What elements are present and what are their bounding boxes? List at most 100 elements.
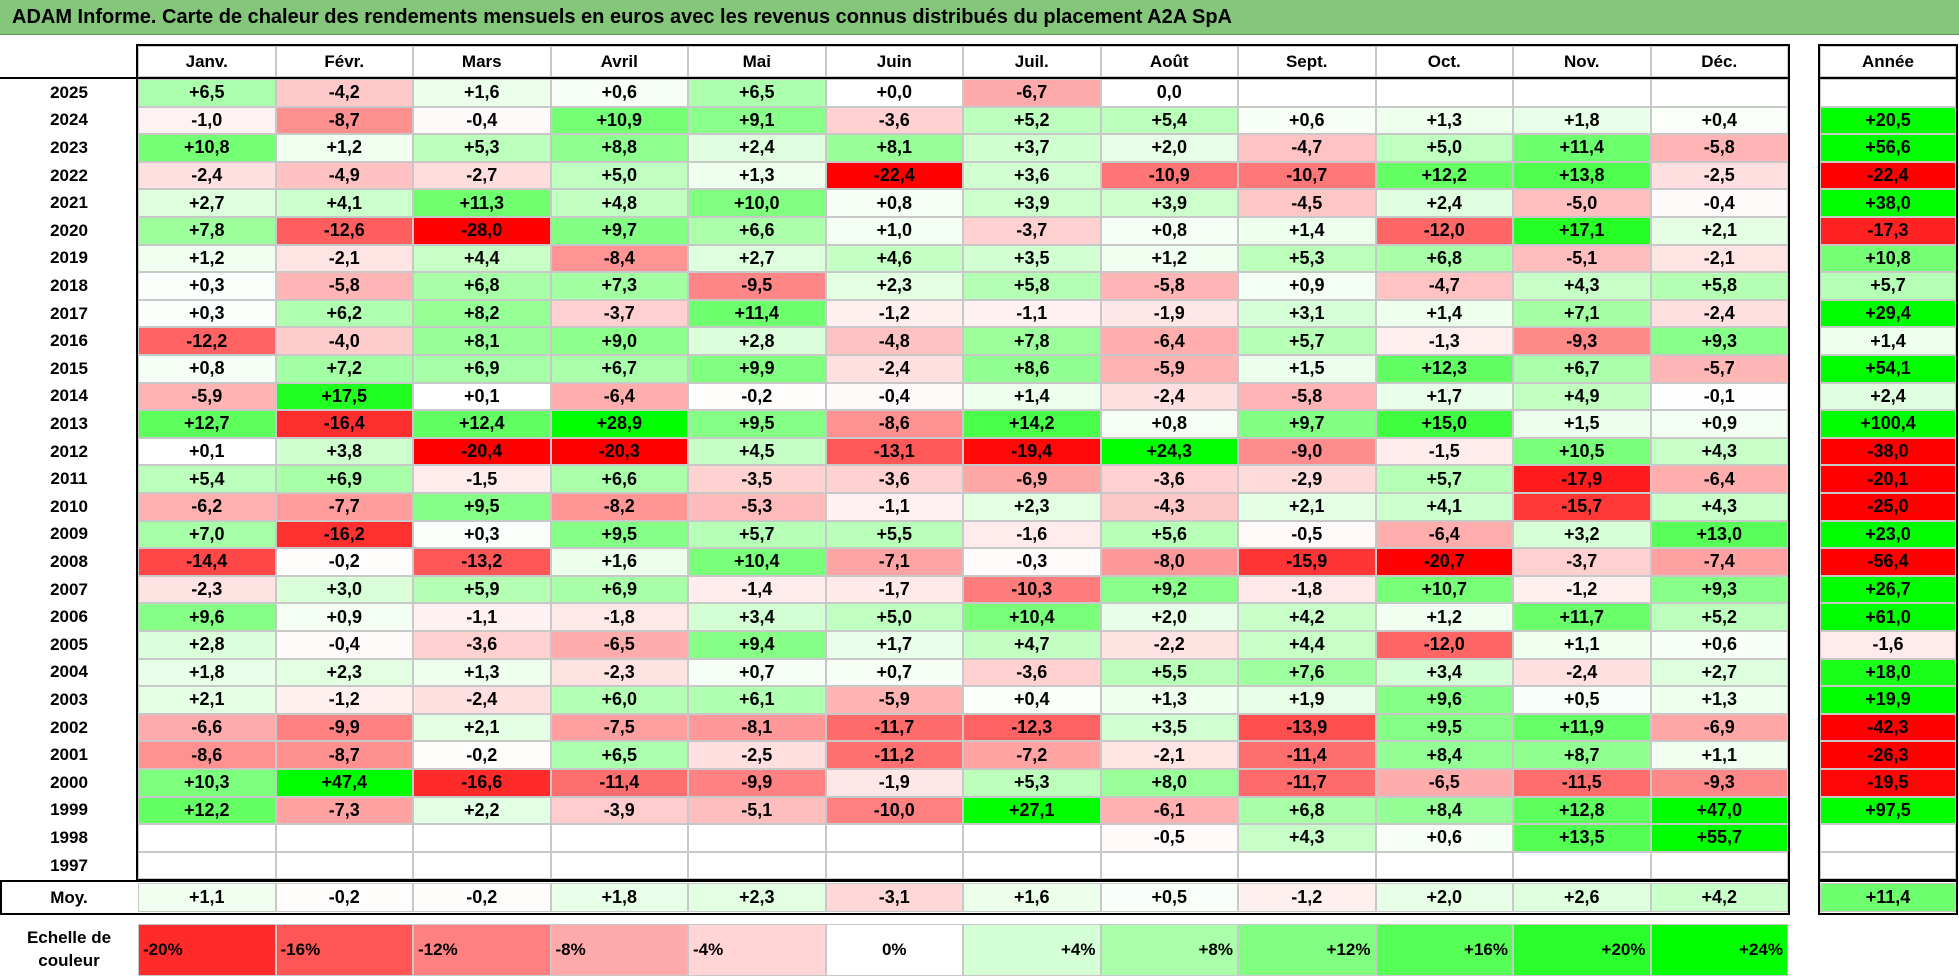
heatmap-cell: -3,7 bbox=[1513, 548, 1651, 576]
heatmap-cell: -6,2 bbox=[138, 493, 276, 521]
annual-cell bbox=[1820, 824, 1956, 852]
heatmap-cell: +10,3 bbox=[138, 769, 276, 797]
heatmap-cell: +10,4 bbox=[963, 603, 1101, 631]
year-label: 2018 bbox=[50, 275, 88, 295]
heatmap-cell: +1,3 bbox=[1375, 106, 1513, 135]
heatmap-cell: +8,8 bbox=[550, 134, 688, 162]
heatmap-cell: -5,9 bbox=[825, 686, 963, 714]
heatmap-cell: +9,0 bbox=[550, 327, 688, 355]
heatmap-cell: +6,9 bbox=[275, 465, 413, 493]
heatmap-cell: +0,5 bbox=[1513, 686, 1651, 714]
year-label: 2010 bbox=[50, 496, 88, 516]
annual-cell: -1,6 bbox=[1820, 631, 1956, 659]
heatmap-cell: +0,6 bbox=[550, 79, 688, 107]
heatmap-cell bbox=[550, 824, 688, 852]
heatmap-cell: +4,7 bbox=[963, 631, 1101, 659]
title-bar: ADAM Informe. Carte de chaleur des rende… bbox=[0, 0, 1959, 35]
annual-cell: +56,6 bbox=[1820, 134, 1956, 162]
heatmap-cell: +10,9 bbox=[550, 106, 688, 135]
heatmap-cell: -0,2 bbox=[688, 382, 826, 411]
annual-cell: -25,0 bbox=[1820, 493, 1956, 521]
year-label: 2015 bbox=[50, 358, 88, 378]
heatmap-cell: -22,4 bbox=[825, 161, 963, 190]
heatmap-cell bbox=[1513, 79, 1651, 107]
heatmap-cell: +9,5 bbox=[1375, 713, 1513, 742]
heatmap-cell: -9,9 bbox=[688, 769, 826, 797]
annual-cell: +18,0 bbox=[1820, 658, 1956, 687]
heatmap-cell: +3,1 bbox=[1238, 299, 1376, 328]
heatmap-cell: -11,2 bbox=[825, 741, 963, 769]
heatmap-cell: -12,6 bbox=[275, 217, 413, 245]
heatmap-cell: +3,4 bbox=[1375, 658, 1513, 687]
heatmap-cell: +9,1 bbox=[688, 106, 826, 135]
heatmap-cell: -3,5 bbox=[688, 465, 826, 493]
heatmap-cell: +4,9 bbox=[1513, 382, 1651, 411]
year-label: 2016 bbox=[50, 331, 88, 351]
heatmap-cell: -5,9 bbox=[1100, 355, 1238, 383]
heatmap-cell: -11,7 bbox=[1238, 769, 1376, 797]
month-header: Avril bbox=[550, 46, 688, 77]
heatmap-cell: +11,9 bbox=[1513, 713, 1651, 742]
heatmap-cell: +0,9 bbox=[1238, 272, 1376, 300]
heatmap-cell: +2,7 bbox=[138, 189, 276, 217]
heatmap-cell: +24,3 bbox=[1100, 437, 1238, 466]
heatmap-cell: +0,3 bbox=[138, 272, 276, 300]
scale-swatch: +4% bbox=[963, 924, 1101, 976]
heatmap-cell: +1,2 bbox=[138, 244, 276, 273]
heatmap-cell: -4,7 bbox=[1375, 272, 1513, 300]
year-label: 2007 bbox=[50, 579, 88, 599]
heatmap-cell: +6,5 bbox=[550, 741, 688, 769]
heatmap-cell: +47,0 bbox=[1650, 796, 1788, 825]
annual-cell: +2,4 bbox=[1820, 382, 1956, 411]
heatmap-cell: -4,0 bbox=[275, 327, 413, 355]
heatmap-cell: -1,3 bbox=[1375, 327, 1513, 355]
month-header: Mars bbox=[413, 46, 551, 77]
year-label: 2003 bbox=[50, 689, 88, 709]
heatmap-cell: -10,7 bbox=[1238, 161, 1376, 190]
scale-label: Echelle de couleur bbox=[26, 928, 112, 970]
annual-cell bbox=[1820, 79, 1956, 107]
heatmap-cell: +1,6 bbox=[413, 79, 551, 107]
heatmap-cell: -10,3 bbox=[963, 575, 1101, 604]
heatmap-cell: -1,2 bbox=[275, 686, 413, 714]
heatmap-cell: -6,6 bbox=[138, 713, 276, 742]
heatmap-cell: +0,3 bbox=[413, 520, 551, 549]
heatmap-cell: -5,1 bbox=[1513, 244, 1651, 273]
heatmap-cell: +2,4 bbox=[1375, 189, 1513, 217]
heatmap-cell: -12,2 bbox=[138, 327, 276, 355]
annual-cell: -26,3 bbox=[1820, 741, 1956, 769]
heatmap-cell: -1,8 bbox=[550, 603, 688, 631]
heatmap-cell: -2,3 bbox=[550, 658, 688, 687]
heatmap-cell bbox=[413, 851, 551, 880]
heatmap-cell: -5,3 bbox=[688, 493, 826, 521]
heatmap-cell: -2,1 bbox=[1100, 741, 1238, 769]
year-label: 2025 bbox=[50, 82, 88, 102]
heatmap-cell: +0,3 bbox=[138, 299, 276, 328]
heatmap-cell: +4,6 bbox=[825, 244, 963, 273]
heatmap-cell: -5,7 bbox=[1650, 355, 1788, 383]
average-cell: -0,2 bbox=[413, 883, 551, 912]
heatmap-cell: -6,5 bbox=[1375, 769, 1513, 797]
scale-swatch: -16% bbox=[275, 924, 413, 976]
average-cell: -1,2 bbox=[1238, 883, 1376, 912]
heatmap-cell bbox=[1238, 79, 1376, 107]
header-separator-annual bbox=[1818, 77, 1958, 79]
heatmap-cell: +55,7 bbox=[1650, 824, 1788, 852]
heatmap-cell: +13,8 bbox=[1513, 161, 1651, 190]
heatmap-cell: -16,4 bbox=[275, 410, 413, 438]
heatmap-cell: +2,4 bbox=[688, 134, 826, 162]
heatmap-cell: +0,0 bbox=[825, 79, 963, 107]
heatmap-cell: -11,5 bbox=[1513, 769, 1651, 797]
heatmap-cell: +2,0 bbox=[1100, 603, 1238, 631]
heatmap-cell: -8,6 bbox=[825, 410, 963, 438]
average-cell: +2,6 bbox=[1513, 883, 1651, 912]
heatmap-cell: +6,9 bbox=[550, 575, 688, 604]
heatmap-cell: +0,8 bbox=[825, 189, 963, 217]
heatmap-cell: +11,7 bbox=[1513, 603, 1651, 631]
heatmap-cell: +4,3 bbox=[1650, 493, 1788, 521]
heatmap-cell: -1,2 bbox=[825, 299, 963, 328]
heatmap-cell: -2,4 bbox=[138, 161, 276, 190]
heatmap-cell: -5,1 bbox=[688, 796, 826, 825]
heatmap-cell: -0,5 bbox=[1238, 520, 1376, 549]
heatmap-cell: -8,0 bbox=[1100, 548, 1238, 576]
